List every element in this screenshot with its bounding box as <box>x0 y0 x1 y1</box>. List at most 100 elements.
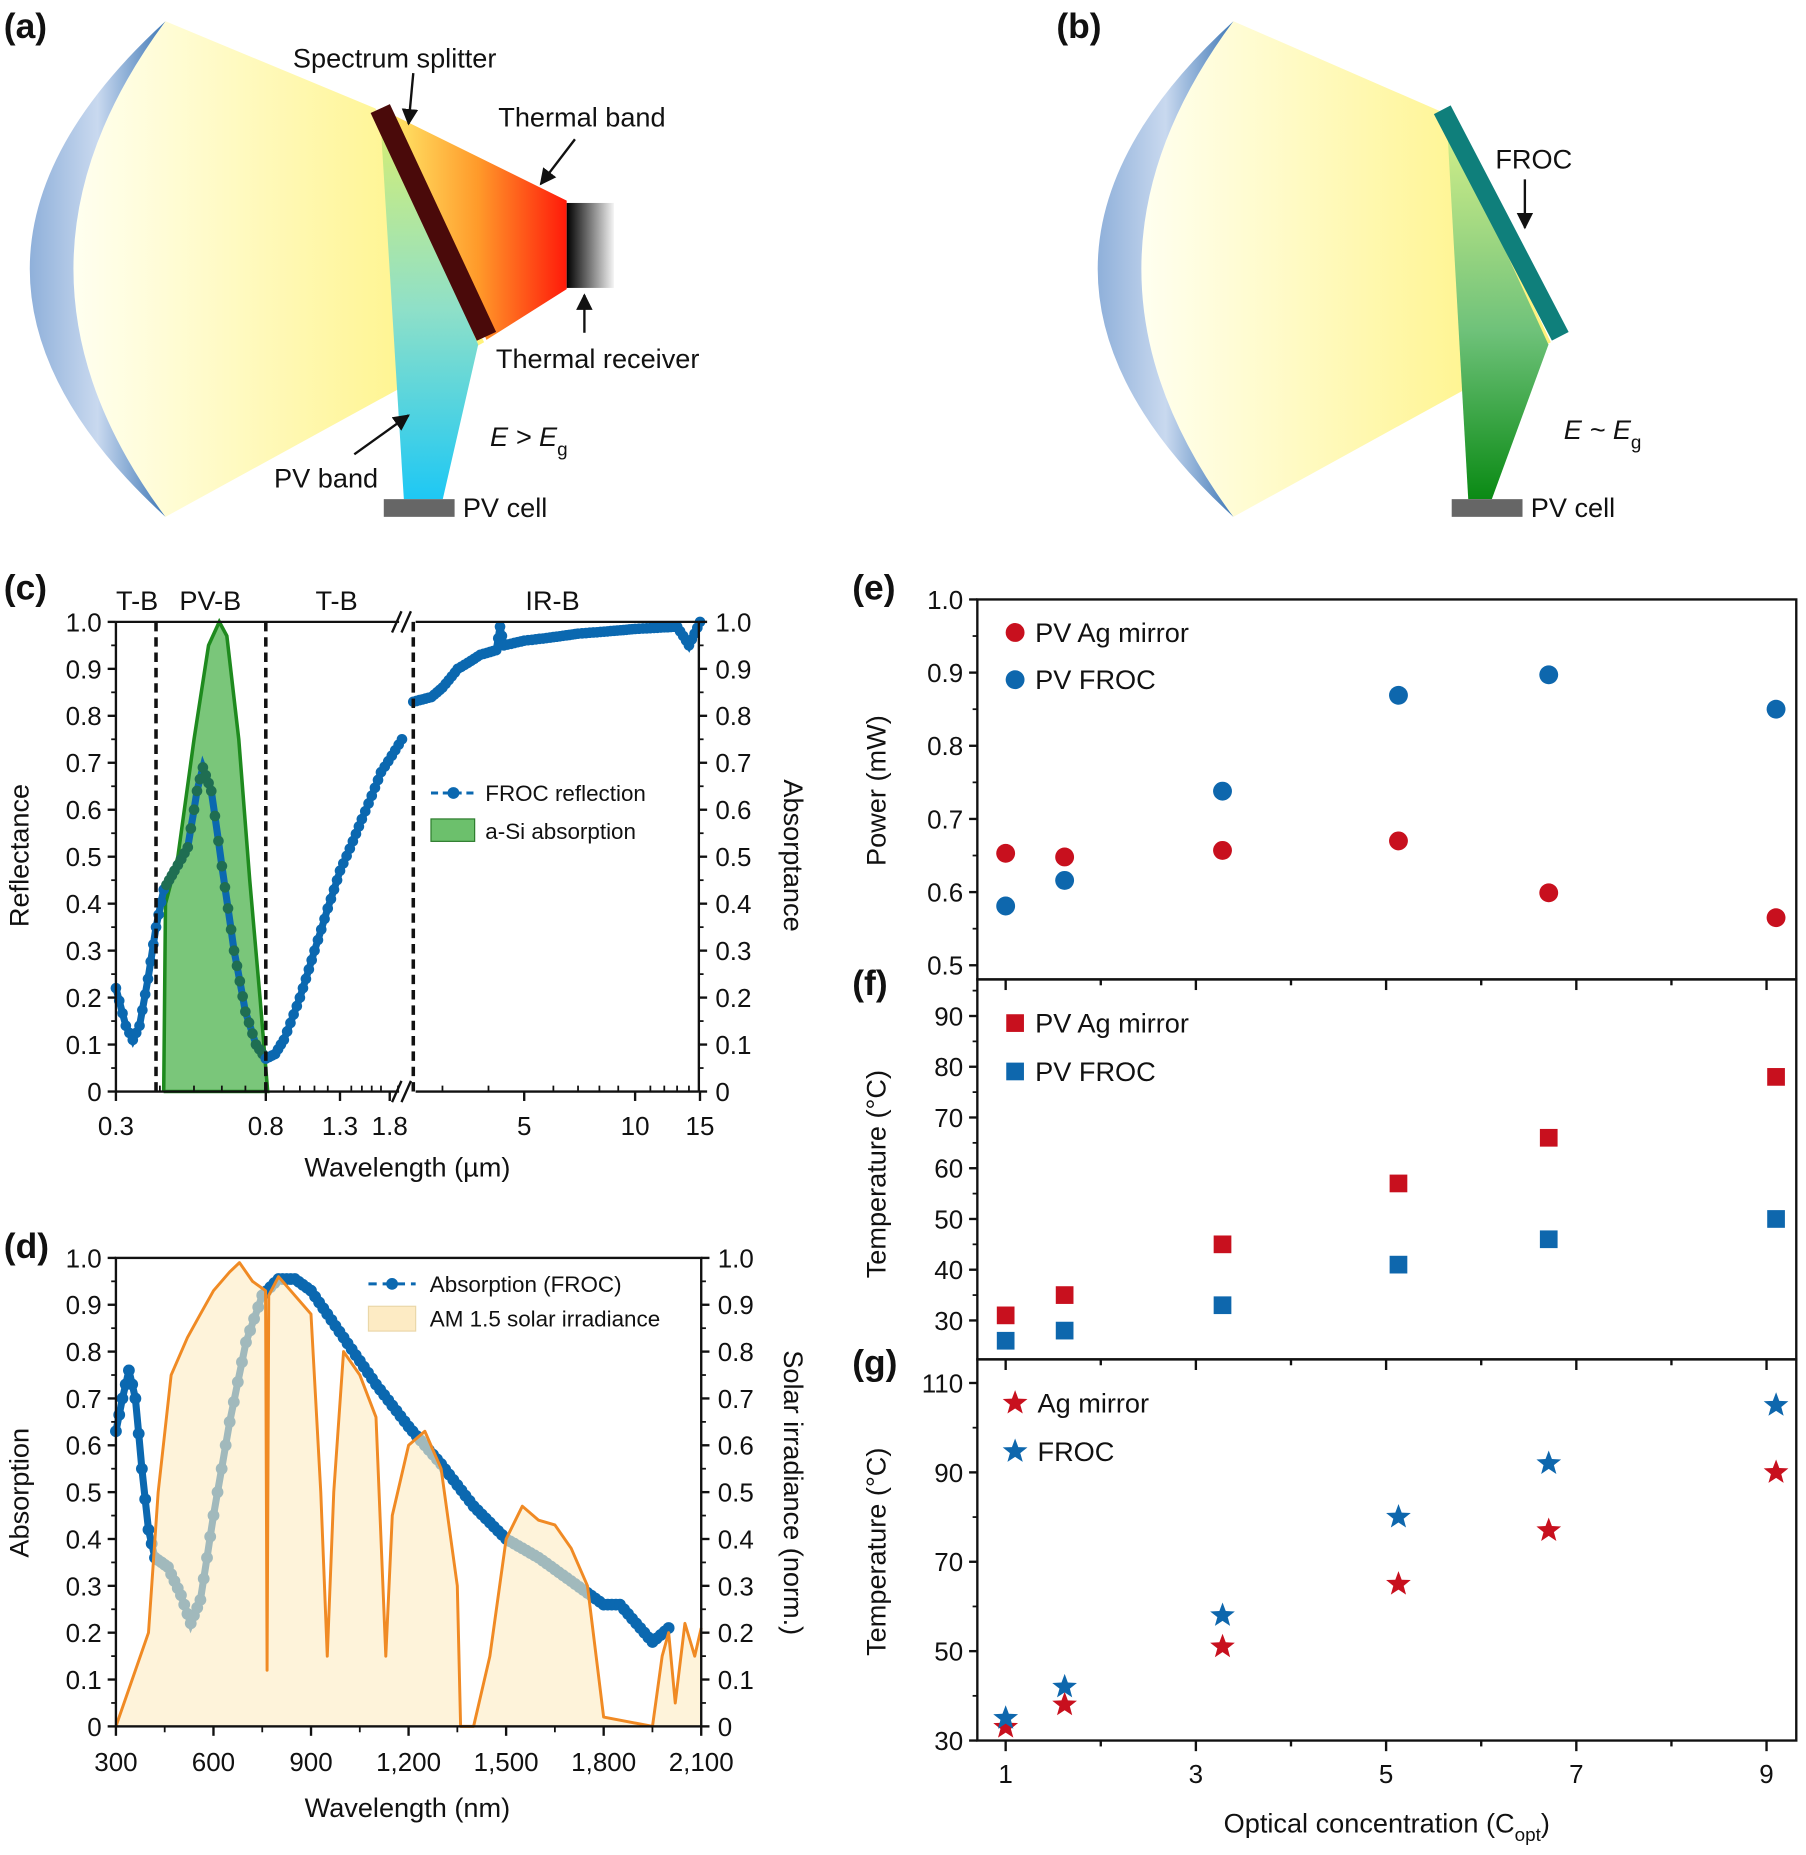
y-tick-label-right: 0.9 <box>715 654 751 684</box>
y-tick-label-right: 0.7 <box>718 1384 754 1414</box>
data-point-star <box>1052 1673 1077 1698</box>
data-point-circle <box>1389 685 1408 705</box>
band-label: IR-B <box>525 585 579 616</box>
y-tick-label: 0.7 <box>927 804 963 834</box>
y-tick-label-right: 0.9 <box>718 1290 754 1320</box>
data-point-square <box>1767 1068 1785 1086</box>
x-tick-label: 0.8 <box>248 1111 284 1141</box>
data-point-circle <box>1539 665 1559 685</box>
y-axis-right-label: Absorptance <box>778 779 809 931</box>
band-label: T-B <box>315 585 357 616</box>
froc-filter <box>1433 105 1569 341</box>
y-tick-label-right: 0.3 <box>715 936 751 966</box>
data-point-circle <box>1539 883 1559 903</box>
y-axis-label-f: Temperature (°C) <box>860 1070 891 1278</box>
legend-label: a-Si absorption <box>485 819 636 844</box>
data-point-star <box>1386 1504 1411 1528</box>
y-tick-label: 90 <box>934 1458 963 1488</box>
froc-reflection-point <box>322 903 334 914</box>
panel-label-d: (d) <box>4 1226 49 1266</box>
legend-label: PV Ag mirror <box>1035 617 1189 648</box>
x-axis-label: Optical concentration (Copt) <box>1224 1808 1550 1846</box>
y-tick-label-right: 0 <box>715 1077 729 1107</box>
y-tick-label-right: 0.5 <box>715 842 751 872</box>
arrow-icon <box>353 414 410 456</box>
data-point-circle <box>1055 870 1075 890</box>
data-point-square <box>1539 1128 1558 1147</box>
data-point-square <box>1213 1235 1232 1254</box>
froc-reflection-point <box>490 644 502 656</box>
label-thermal-receiver: Thermal receiver <box>496 343 700 374</box>
legend-swatch-solar-irradiance <box>367 1305 417 1332</box>
y-tick-label: 0.7 <box>66 1384 102 1414</box>
froc-reflection-point <box>234 975 246 987</box>
x-tick-label: 10 <box>621 1111 650 1141</box>
spectrum-splitter <box>370 104 497 341</box>
y-tick-label: 0.5 <box>66 1478 102 1508</box>
y-tick-label: 90 <box>934 1001 963 1031</box>
y-tick-label-right: 0.2 <box>715 983 751 1013</box>
energy-subscript: g <box>1631 432 1642 453</box>
froc-reflection-point <box>216 860 228 872</box>
froc-reflection-point <box>182 841 194 853</box>
mirror-concentrator <box>1097 21 1234 517</box>
froc-reflection-point <box>137 1004 148 1016</box>
energy-condition-text: E ~ E <box>1564 414 1632 445</box>
y-tick-label-right: 0.8 <box>718 1337 754 1367</box>
y-tick-label-right: 0.8 <box>715 701 751 731</box>
froc-reflection-point <box>134 1020 145 1032</box>
froc-reflection-point <box>139 989 151 1000</box>
panel-label-a: (a) <box>4 6 47 46</box>
diagram-b: FROC PV cell E ~ Eg <box>1097 21 1642 523</box>
data-point-star <box>1763 1459 1789 1483</box>
y-tick-label: 0.2 <box>66 1618 102 1648</box>
y-tick-label-right: 0.1 <box>715 1030 751 1060</box>
y-tick-label: 0.8 <box>66 1337 102 1367</box>
data-point-square <box>1213 1296 1232 1315</box>
y-tick-label: 0.9 <box>927 658 963 688</box>
thermal-band-beam <box>389 113 567 340</box>
x-tick-label: 2,100 <box>669 1747 734 1777</box>
y-tick-label: 1.0 <box>66 1243 102 1273</box>
froc-reflection-point <box>281 1026 293 1037</box>
pv-band-beam <box>380 118 479 500</box>
froc-reflection-point <box>117 1007 128 1019</box>
label-froc: FROC <box>1495 144 1572 175</box>
froc-reflection-point <box>142 973 154 985</box>
y-tick-label-right: 0.4 <box>718 1524 754 1554</box>
panel-label-g: (g) <box>852 1343 897 1383</box>
chart-c: Wavelength (µm) Reflectance Absorptance … <box>4 585 809 1182</box>
solar-irradiance-area <box>115 1262 702 1727</box>
band-label: T-B <box>116 585 158 616</box>
beam-concentrated <box>73 21 485 517</box>
y-tick-label: 60 <box>934 1154 963 1184</box>
data-point-circle <box>1213 840 1232 860</box>
label-energy-condition: E ~ Eg <box>1564 414 1642 453</box>
panel-label-b: (b) <box>1056 6 1101 46</box>
y-axis-right-label: Solar irradiance (norm.) <box>778 1350 809 1635</box>
mirror-concentrator <box>29 21 166 517</box>
y-tick-label: 0.3 <box>66 1571 102 1601</box>
y-tick-label: 0.9 <box>66 1290 102 1320</box>
y-tick-label: 0.6 <box>927 878 963 908</box>
y-tick-label: 0.1 <box>66 1665 102 1695</box>
froc-reflection-point <box>145 956 157 967</box>
data-point-circle <box>996 843 1016 863</box>
x-axis-label: Wavelength (µm) <box>304 1151 510 1182</box>
data-point-star <box>1210 1602 1235 1626</box>
x-axis-label-end: ) <box>1541 1808 1550 1839</box>
y-tick-label-right: 1.0 <box>718 1243 754 1273</box>
froc-reflection-point <box>303 964 315 975</box>
legend-label: FROC <box>1038 1436 1115 1467</box>
froc-reflection-point <box>300 973 312 985</box>
legend-marker-star <box>1002 1390 1028 1414</box>
data-point-circle <box>1389 831 1408 851</box>
froc-reflection-point <box>213 835 224 847</box>
label-spectrum-splitter: Spectrum splitter <box>293 42 497 73</box>
legend-label: FROC reflection <box>485 781 646 806</box>
legend-label: PV FROC <box>1035 1056 1156 1087</box>
data-point-star <box>1386 1571 1411 1595</box>
x-tick-label: 1 <box>998 1759 1012 1789</box>
absorption-point <box>132 1427 145 1440</box>
y-tick-label: 1.0 <box>66 607 102 637</box>
